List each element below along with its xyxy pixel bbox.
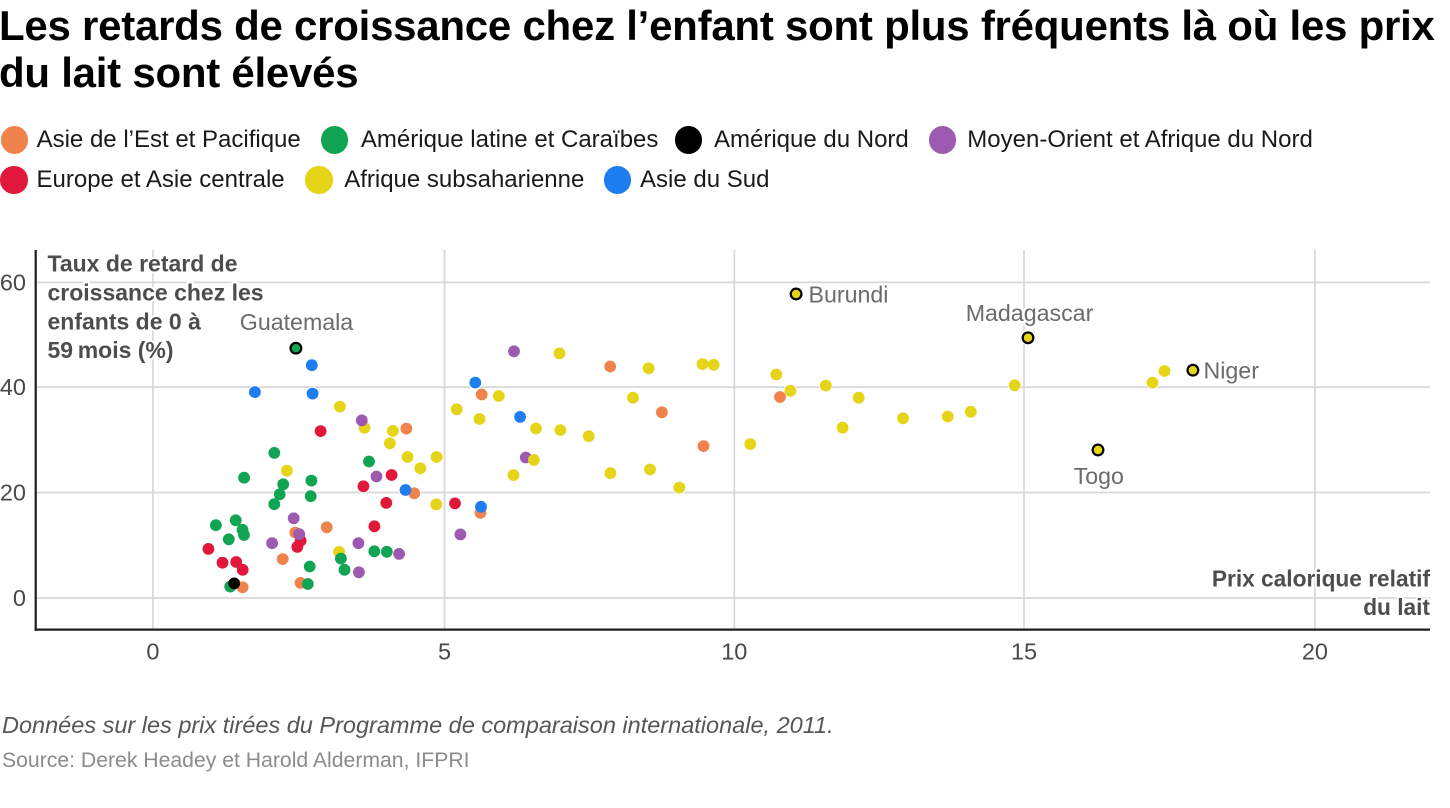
svg-text:Guatemala: Guatemala [240, 309, 354, 335]
svg-text:0: 0 [146, 639, 159, 665]
svg-text:Burundi: Burundi [809, 282, 889, 308]
svg-text:15: 15 [1011, 639, 1037, 665]
svg-text:0: 0 [13, 585, 26, 611]
svg-text:croissance chez les: croissance chez les [48, 279, 264, 305]
svg-text:20: 20 [1302, 639, 1328, 665]
svg-text:10: 10 [721, 639, 747, 665]
svg-text:du lait: du lait [1363, 594, 1430, 620]
svg-text:Taux de retard de: Taux de retard de [48, 251, 238, 277]
svg-text:Togo: Togo [1074, 463, 1124, 489]
svg-text:20: 20 [0, 480, 26, 506]
svg-text:Madagascar: Madagascar [966, 300, 1094, 326]
svg-text:Prix calorique relatif: Prix calorique relatif [1212, 566, 1431, 592]
svg-text:60: 60 [0, 269, 26, 295]
svg-text:40: 40 [0, 374, 26, 400]
svg-text:59 mois (%): 59 mois (%) [48, 337, 174, 363]
svg-text:Niger: Niger [1204, 358, 1260, 384]
svg-text:enfants de 0 à: enfants de 0 à [48, 308, 202, 334]
svg-text:5: 5 [438, 639, 451, 665]
